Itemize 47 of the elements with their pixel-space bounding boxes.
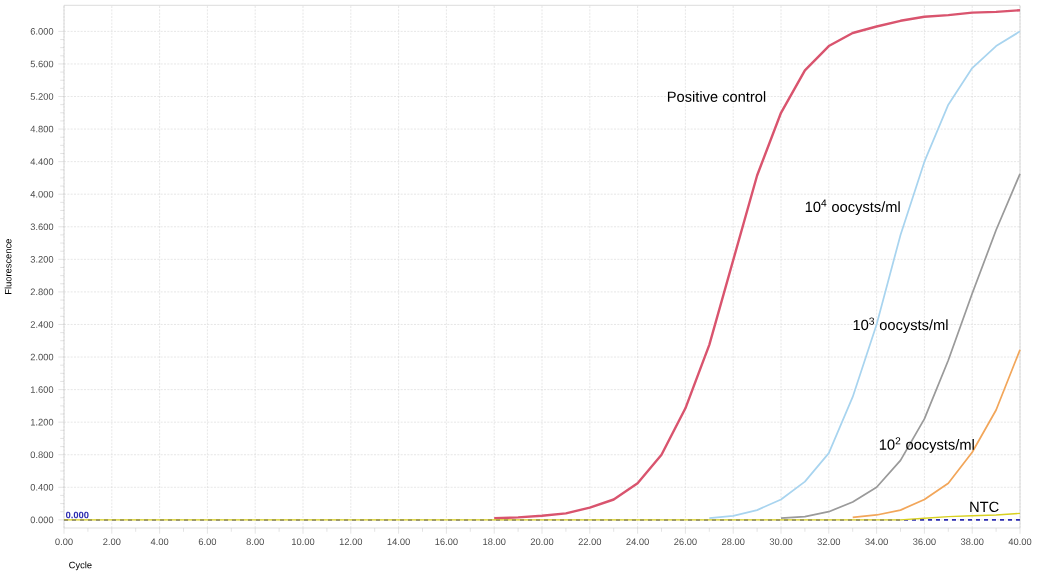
x-tick-label: 12.00 [339,538,363,545]
x-tick-label: 6.00 [198,538,217,545]
x-tick-label: 30.00 [769,538,793,545]
x-tick-label: 24.00 [626,538,649,545]
y-tick-label: 4.800 [30,125,54,133]
y-tick-label: 3.200 [30,256,54,263]
series-label: 10$^{3}$ oocysts/ml [853,317,948,334]
x-tick-label: 0.00 [55,538,73,545]
x-axis-title: Cycle [69,561,92,571]
line-series [851,348,1021,519]
x-tick-label: 4.00 [150,538,169,545]
y-tick-label: 2.400 [30,321,54,328]
y-tick-label: 6.000 [30,28,54,35]
y-tick-label: 2.800 [30,288,54,296]
y-tick-label: 4.400 [30,158,54,165]
x-tick-label: 26.00 [674,538,697,545]
series-label: Positive control [667,91,766,102]
y-tick-label: 0.400 [30,484,54,491]
y-tick-label: 4.000 [30,190,54,198]
y-tick-label: 1.200 [30,418,54,426]
x-tick-label: 20.00 [530,538,554,545]
x-tick-label: 16.00 [435,538,458,545]
y-tick-label: 2.000 [30,353,54,361]
series-label: 10$^{2}$ oocysts/ml [879,437,974,453]
y-tick-label: 5.200 [30,93,54,100]
x-tick-label: 22.00 [578,538,602,545]
x-tick-label: 32.00 [817,538,841,545]
x-tick-label: 18.00 [483,538,506,545]
y-axis-title: Fluorescence [4,239,12,294]
series-label: NTC [970,501,999,513]
x-tick-label: 38.00 [960,538,984,545]
y-tick-label: 1.600 [30,386,54,393]
y-tick-label: 0.000 [30,516,54,524]
x-tick-label: 40.00 [1008,538,1032,545]
series-label: 10$^{4}$ oocysts/ml [805,199,900,215]
x-tick-label: 10.00 [292,538,315,545]
x-tick-label: 28.00 [721,538,745,545]
x-tick-label: 36.00 [913,538,936,545]
line-series [780,172,1021,520]
y-tick-label: 5.600 [30,60,54,68]
x-tick-label: 34.00 [865,538,888,545]
x-tick-label: 8.00 [246,538,264,545]
x-tick-label: 14.00 [387,538,410,545]
y-tick-label: 3.600 [30,223,54,231]
ref-line-label: 0.000 [65,511,89,519]
y-tick-label: 0.800 [30,451,54,459]
x-tick-label: 2.00 [103,538,121,545]
